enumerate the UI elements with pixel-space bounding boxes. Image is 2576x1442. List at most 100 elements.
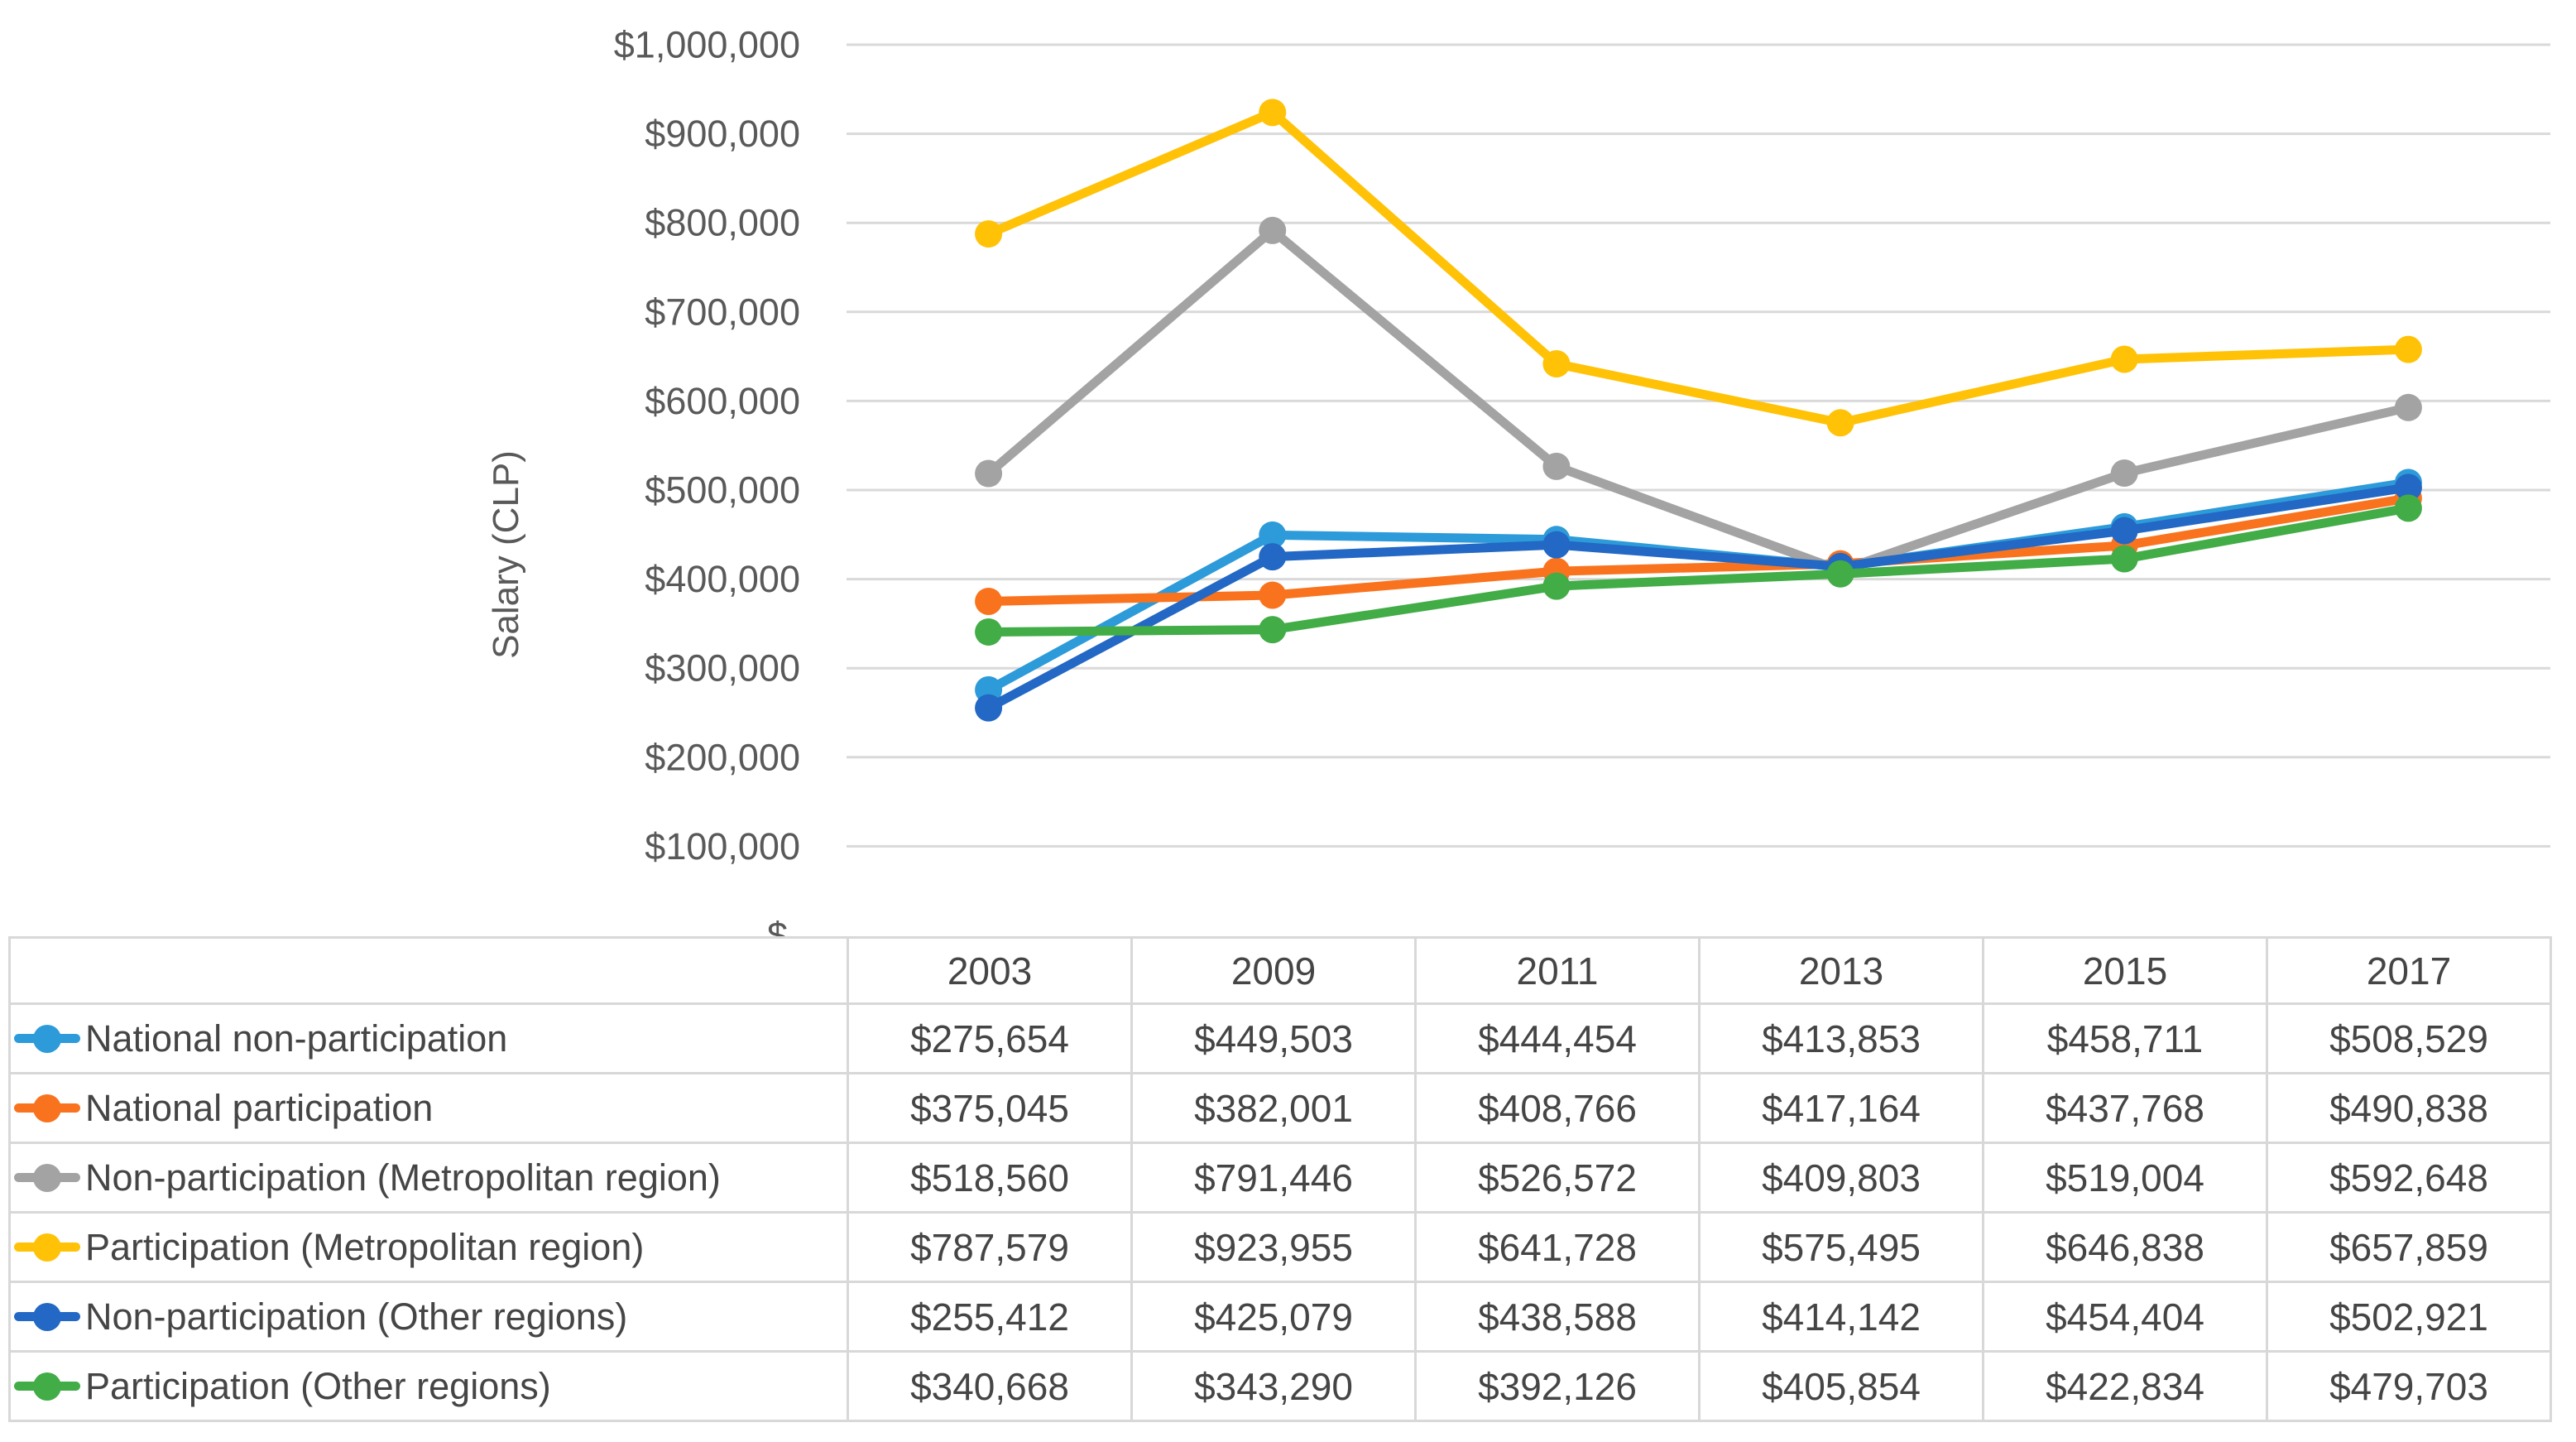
series-line: [984, 503, 2413, 637]
value-cell: $438,588: [1414, 1281, 1701, 1353]
legend-entry: Participation (Other regions): [12, 1364, 846, 1408]
value-cell: $502,921: [2266, 1281, 2552, 1353]
line-chart-plot-area: $-$100,000$200,000$300,000$400,000$500,0…: [614, 24, 2550, 944]
legend-dot-icon: [33, 1094, 61, 1122]
y-tick-label: $500,000: [645, 469, 800, 512]
series-name-label: Non-participation (Metropolitan region): [85, 1156, 721, 1199]
legend-line-marker-icon: [14, 1372, 80, 1401]
series-name-label: Participation (Other regions): [85, 1364, 551, 1407]
legend-entry: Participation (Metropolitan region): [12, 1226, 846, 1269]
legend-cell: Participation (Other regions): [8, 1350, 849, 1422]
y-tick-label: $900,000: [645, 113, 800, 155]
value-cell: $417,164: [1698, 1072, 1984, 1144]
data-point-marker: [2394, 335, 2422, 363]
data-point-marker: [2110, 459, 2138, 488]
data-point-marker: [1542, 350, 1571, 378]
data-point-marker: [2110, 517, 2138, 545]
value-cell: $479,703: [2266, 1350, 2552, 1422]
data-point-marker: [1259, 543, 1287, 571]
value-cell: $641,728: [1414, 1211, 1701, 1283]
value-cell: $646,838: [1982, 1211, 2268, 1283]
data-point-marker: [2394, 473, 2422, 502]
legend-cell: National participation: [8, 1072, 849, 1144]
legend-entry: National participation: [12, 1086, 846, 1130]
table-row: Non-participation (Metropolitan region) $…: [8, 1142, 2552, 1214]
value-cell: $375,045: [847, 1072, 1133, 1144]
legend-cell: National non-participation: [8, 1002, 849, 1074]
y-tick-label: $100,000: [645, 825, 800, 868]
legend-dot-icon: [33, 1302, 61, 1331]
year-column-header: 2013: [1698, 936, 1984, 1005]
legend-cell: Non-participation (Other regions): [8, 1281, 849, 1353]
year-column-header: 2011: [1414, 936, 1701, 1005]
blank-corner-cell: [8, 936, 849, 1005]
value-cell: $255,412: [847, 1281, 1133, 1353]
table-row: National participation $375,045 $382,001 $4…: [8, 1072, 2552, 1144]
series-line: [984, 108, 2413, 428]
value-cell: $343,290: [1130, 1350, 1417, 1422]
year-column-header: 2009: [1130, 936, 1417, 1005]
series-name-label: National non-participation: [85, 1017, 508, 1060]
value-cell: $575,495: [1698, 1211, 1984, 1283]
data-point-marker: [1259, 616, 1287, 644]
data-point-marker: [1259, 581, 1287, 609]
value-cell: $422,834: [1982, 1350, 2268, 1422]
value-cell: $437,768: [1982, 1072, 2268, 1144]
legend-dot-icon: [33, 1024, 61, 1053]
value-cell: $923,955: [1130, 1211, 1417, 1283]
value-cell: $490,838: [2266, 1072, 2552, 1144]
data-point-marker: [1826, 560, 1854, 588]
data-point-marker: [1259, 521, 1287, 549]
series-name-label: Non-participation (Other regions): [85, 1295, 628, 1338]
series-line: [984, 483, 2413, 713]
value-cell: $657,859: [2266, 1211, 2552, 1283]
y-tick-label: $1,000,000: [614, 24, 800, 66]
value-cell: $413,853: [1698, 1002, 1984, 1074]
value-cell: $508,529: [2266, 1002, 2552, 1074]
value-cell: $592,648: [2266, 1142, 2552, 1214]
y-axis-title: Salary (CLP): [486, 450, 526, 659]
value-cell: $340,668: [847, 1350, 1133, 1422]
legend-line-marker-icon: [14, 1094, 80, 1123]
data-point-marker: [1542, 452, 1571, 480]
year-column-header: 2017: [2266, 936, 2552, 1005]
value-cell: $518,560: [847, 1142, 1133, 1214]
table-row: Participation (Other regions) $340,668 $34…: [8, 1350, 2552, 1422]
value-cell: $449,503: [1130, 1002, 1417, 1074]
data-point-marker: [1259, 99, 1287, 127]
y-tick-label: $400,000: [645, 558, 800, 600]
value-cell: $787,579: [847, 1211, 1133, 1283]
legend-line-marker-icon: [14, 1302, 80, 1332]
data-point-marker: [1259, 216, 1287, 244]
y-tick-label: $700,000: [645, 291, 800, 333]
year-column-header: 2003: [847, 936, 1133, 1005]
series-name-label: National participation: [85, 1086, 434, 1129]
value-cell: $425,079: [1130, 1281, 1417, 1353]
y-tick-label: $600,000: [645, 380, 800, 422]
value-cell: $458,711: [1982, 1002, 2268, 1074]
data-point-marker: [1826, 409, 1854, 437]
value-cell: $382,001: [1130, 1072, 1417, 1144]
data-table-container: 2003 2009 2011 2013 2015 2017 National non-pa…: [8, 936, 2552, 1422]
legend-dot-icon: [33, 1233, 61, 1262]
legend-line-marker-icon: [14, 1024, 80, 1054]
legend-entry: National non-participation: [12, 1017, 846, 1060]
legend-dot-icon: [33, 1163, 61, 1192]
value-cell: $409,803: [1698, 1142, 1984, 1214]
data-point-marker: [2394, 494, 2422, 522]
year-header-row: 2003 2009 2011 2013 2015 2017: [8, 936, 2552, 1005]
y-tick-label: $300,000: [645, 647, 800, 690]
table-row: National non-participation $275,654 $449,5…: [8, 1002, 2552, 1074]
data-table: 2003 2009 2011 2013 2015 2017 National non-pa…: [8, 936, 2552, 1422]
y-tick-label: $800,000: [645, 202, 800, 244]
value-cell: $519,004: [1982, 1142, 2268, 1214]
value-cell: $414,142: [1698, 1281, 1984, 1353]
series-line: [984, 493, 2413, 606]
table-row: Non-participation (Other regions) $255,41…: [8, 1281, 2552, 1353]
value-cell: $408,766: [1414, 1072, 1701, 1144]
value-cell: $454,404: [1982, 1281, 2268, 1353]
data-point-marker: [975, 459, 1003, 488]
series-line: [984, 225, 2413, 575]
legend-line-marker-icon: [14, 1233, 80, 1262]
